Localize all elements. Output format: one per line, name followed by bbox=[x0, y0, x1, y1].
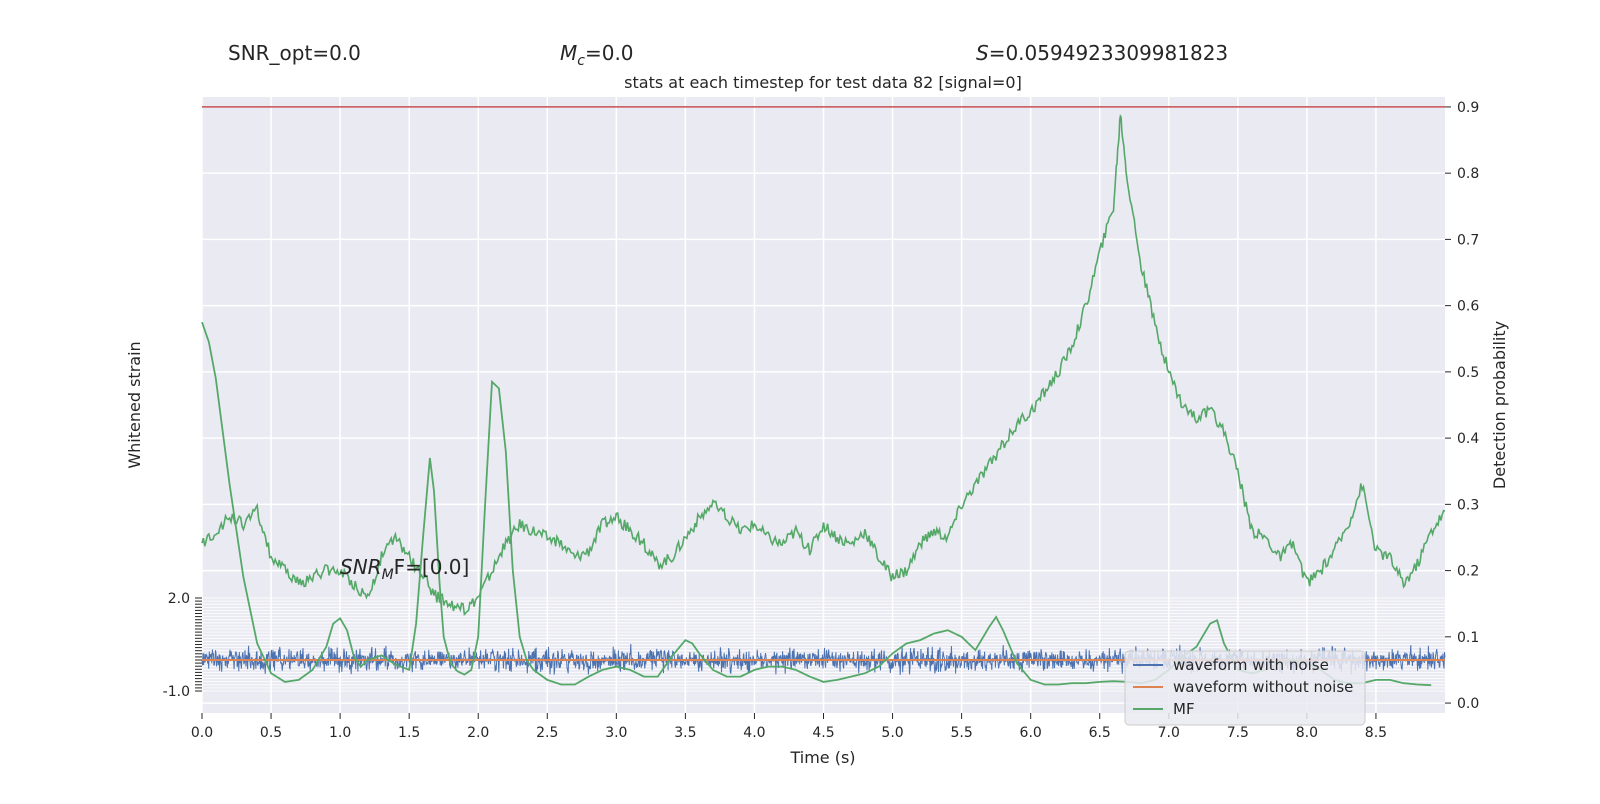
legend-label-mf: MF bbox=[1173, 700, 1195, 718]
x-axis-ticks: 0.0 0.5 1.0 1.5 2.0 2.5 3.0 3.5 4.0 4.5 5.0 5.5 6.0 6… bbox=[191, 713, 1387, 741]
x-tick-label: 4.0 bbox=[743, 725, 765, 741]
legend: waveform with noise waveform without noi… bbox=[1124, 650, 1366, 726]
legend-box bbox=[1124, 650, 1366, 726]
x-tick-label: 2.5 bbox=[536, 725, 558, 741]
x-tick-label: 0.0 bbox=[191, 725, 213, 741]
x-tick-label: 6.5 bbox=[1089, 725, 1111, 741]
s-symbol: S bbox=[976, 41, 989, 65]
x-tick-label: 8.5 bbox=[1365, 725, 1387, 741]
y-tick-label: 0.7 bbox=[1457, 232, 1479, 248]
y-tick-label: 0.8 bbox=[1457, 166, 1479, 182]
x-tick-label: 2.0 bbox=[467, 725, 489, 741]
strain-tick-label: -1.0 bbox=[163, 684, 190, 700]
chart-title: stats at each timestep for test data 82 … bbox=[624, 73, 1022, 92]
y-tick-label: 0.9 bbox=[1457, 100, 1479, 116]
snr-mf-suffix: F=[0.0] bbox=[394, 555, 470, 579]
x-tick-label: 4.5 bbox=[812, 725, 834, 741]
strain-ticks: -1.0 2.0 bbox=[163, 591, 202, 700]
legend-label-clean: waveform without noise bbox=[1173, 678, 1353, 696]
y-tick-label: 0.1 bbox=[1457, 630, 1479, 646]
s-label: S=0.0594923309981823 bbox=[976, 41, 1228, 65]
x-tick-label: 5.5 bbox=[950, 725, 972, 741]
x-tick-label: 8.0 bbox=[1296, 725, 1318, 741]
snr-mf-label: SNRMF=[0.0] bbox=[340, 555, 469, 583]
mc-subscript: c bbox=[577, 53, 585, 69]
x-tick-label: 1.5 bbox=[398, 725, 420, 741]
x-tick-label: 3.5 bbox=[674, 725, 696, 741]
strain-tick-label: 2.0 bbox=[168, 591, 190, 607]
x-tick-label: 1.0 bbox=[329, 725, 351, 741]
y-tick-label: 0.3 bbox=[1457, 497, 1479, 513]
left-axis-label: Whitened strain bbox=[125, 341, 144, 468]
detection-probability-line bbox=[201, 114, 1446, 616]
snr-opt-label: SNR_opt=0.0 bbox=[228, 41, 361, 65]
snr-mf-subscript: M bbox=[382, 567, 394, 583]
x-tick-label: 0.5 bbox=[260, 725, 282, 741]
y-tick-label: 0.4 bbox=[1457, 431, 1479, 447]
y-tick-label: 0.0 bbox=[1457, 696, 1479, 712]
right-axis-label: Detection probability bbox=[1490, 321, 1509, 489]
right-axis-ticks: 0.0 0.1 0.2 0.3 0.4 0.5 0.6 0.7 0.8 0.9 bbox=[1445, 100, 1479, 712]
x-tick-label: 5.0 bbox=[881, 725, 903, 741]
mc-value: =0.0 bbox=[585, 41, 634, 65]
x-tick-label: 7.0 bbox=[1158, 725, 1180, 741]
s-value: =0.0594923309981823 bbox=[989, 41, 1228, 65]
x-tick-label: 6.0 bbox=[1020, 725, 1042, 741]
snr-mf-prefix: SNR bbox=[340, 555, 382, 579]
mc-symbol: M bbox=[560, 41, 577, 65]
x-axis-label: Time (s) bbox=[789, 748, 855, 767]
x-tick-label: 7.5 bbox=[1227, 725, 1249, 741]
mf-line bbox=[201, 321, 1432, 687]
mc-label: Mc=0.0 bbox=[560, 41, 634, 69]
y-tick-label: 0.2 bbox=[1457, 564, 1479, 580]
x-tick-label: 3.0 bbox=[605, 725, 627, 741]
legend-label-noise: waveform with noise bbox=[1173, 656, 1329, 674]
y-tick-label: 0.5 bbox=[1457, 365, 1479, 381]
y-tick-label: 0.6 bbox=[1457, 299, 1479, 315]
